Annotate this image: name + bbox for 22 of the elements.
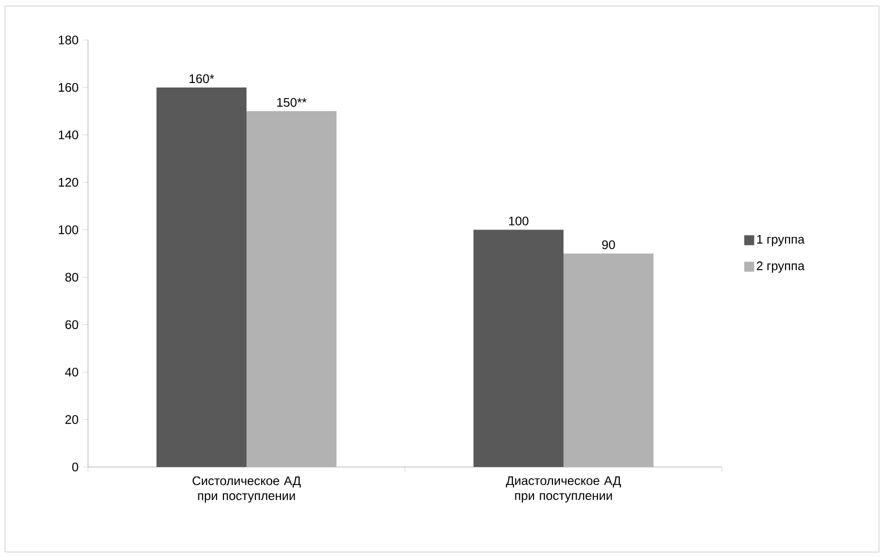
bar xyxy=(156,87,247,467)
data-label: 90 xyxy=(602,240,615,250)
y-tick-label: 0 xyxy=(72,462,78,472)
y-tick-label: 160 xyxy=(58,83,78,92)
data-label: 100 xyxy=(509,216,528,226)
y-tick-label: 180 xyxy=(58,36,78,44)
y-tick-label: 40 xyxy=(65,368,78,377)
x-tick-label: Диастолическое АД при поступлении xyxy=(506,476,621,502)
x-tick-label: Систолическое АД при поступлении xyxy=(192,476,301,503)
legend-label: 2 группа xyxy=(756,261,805,273)
bar xyxy=(474,230,564,467)
y-tick-label: 140 xyxy=(58,130,78,140)
y-tick-label: 80 xyxy=(65,272,78,282)
y-tick-label: 60 xyxy=(65,320,78,330)
bar xyxy=(246,111,337,467)
y-tick-label: 120 xyxy=(58,178,78,187)
y-tick-label: 100 xyxy=(58,225,78,234)
data-label: 150** xyxy=(277,98,307,107)
data-label: 160* xyxy=(190,74,214,84)
y-tick-label: 20 xyxy=(65,415,78,424)
bar xyxy=(564,254,654,467)
legend-label: 1 группа xyxy=(757,235,805,246)
